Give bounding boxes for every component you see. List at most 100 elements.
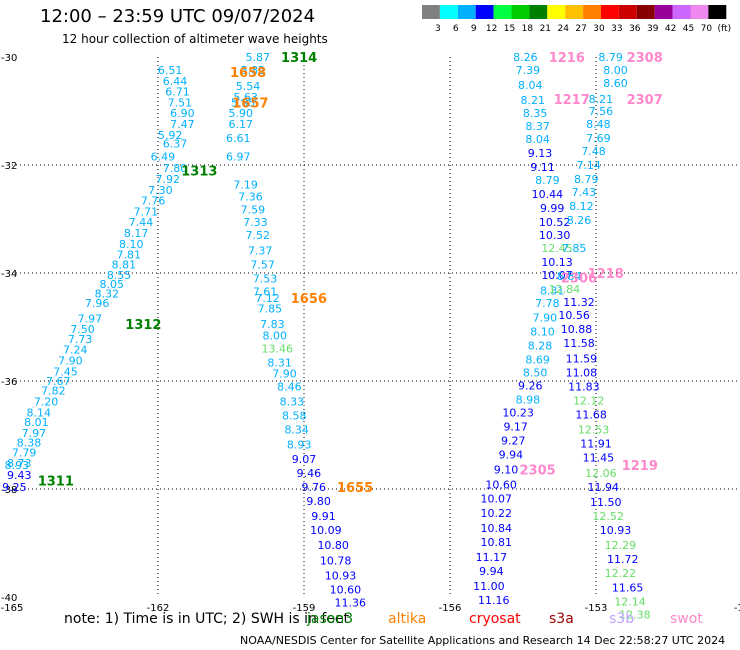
swh-value-label: 8.93 (5, 459, 30, 472)
legend-tick-label: 42 (665, 24, 676, 34)
swh-value-label: 8.79 (598, 51, 623, 64)
footer-credit: NOAA/NESDIS Center for Satellite Applica… (240, 634, 726, 647)
pass-time-label: 1216 (549, 51, 585, 66)
legend-swatch (493, 5, 512, 19)
swh-value-label: 12.12 (573, 394, 605, 407)
swh-value-label: 10.78 (320, 554, 352, 567)
sat-cryosat: cryosat (469, 611, 521, 627)
swh-value-label: 7.80 (163, 162, 188, 175)
swh-value-label: 7.90 (272, 367, 297, 380)
swh-value-label: 10.09 (310, 524, 342, 537)
swh-value-label: 11.32 (563, 296, 595, 309)
swh-value-label: 12.84 (549, 283, 581, 296)
swh-value-label: 8.26 (513, 51, 538, 64)
legend-tick-label: 6 (453, 24, 459, 34)
swh-value-label: 7.90 (58, 354, 83, 367)
swh-value-label: 7.97 (78, 312, 103, 325)
swh-value-label: 12.29 (605, 539, 637, 552)
swh-value-label: 7.81 (117, 249, 142, 262)
swh-value-label: 5.82 (241, 64, 266, 77)
swh-value-label: 9.46 (297, 467, 322, 480)
x-tick-label: -159 (293, 603, 316, 614)
swh-value-label: 9.91 (311, 510, 336, 523)
legend-tick-label: 24 (557, 24, 569, 34)
x-tick-label: -165 (1, 603, 24, 614)
swh-value-label: 9.27 (501, 434, 526, 447)
swh-value-label: 7.52 (246, 229, 271, 242)
legend-tick-label: 39 (647, 24, 659, 34)
swh-value-label: 11.94 (588, 481, 620, 494)
y-tick-label: -36 (1, 377, 17, 388)
swh-value-label: 8.98 (516, 393, 541, 406)
swh-value-label: 7.50 (70, 323, 95, 336)
swh-value-label: 8.31 (540, 284, 565, 297)
legend-swatch (618, 5, 637, 19)
legend-swatch (708, 5, 727, 19)
legend-swatch (601, 5, 619, 19)
swh-value-label: 6.37 (163, 137, 188, 150)
swh-value-label: 8.79 (535, 174, 560, 187)
swh-value-label: 7.82 (41, 385, 66, 398)
swh-value-label: 7.20 (34, 396, 59, 409)
swh-value-label: 12.38 (619, 608, 651, 621)
swh-value-label: 5.90 (228, 107, 253, 120)
swh-value-label: 5.54 (236, 80, 261, 93)
swh-value-label: 10.22 (480, 507, 512, 520)
swh-value-label: 7.76 (141, 195, 166, 208)
swh-value-label: 13.46 (261, 343, 293, 356)
y-tick-label: -32 (1, 161, 17, 172)
note-text: note: 1) Time is in UTC; 2) SWH is in fe… (64, 611, 350, 627)
swh-value-label: 8.17 (124, 227, 149, 240)
swh-value-label: 7.92 (155, 173, 180, 186)
swh-value-label: 8.73 (7, 457, 32, 470)
swh-value-label: 7.39 (516, 64, 541, 77)
swh-value-label: 7.61 (253, 285, 278, 298)
swh-value-label: 7.33 (243, 216, 268, 229)
swh-value-label: 8.60 (603, 77, 628, 90)
legend-tick-label: 70 (701, 24, 713, 34)
swh-value-label: 9.11 (530, 161, 555, 174)
swh-value-label: 9.80 (306, 495, 331, 508)
swh-value-label: 10.93 (325, 569, 357, 582)
legend-swatch (672, 5, 691, 19)
swh-value-label: 10.52 (539, 216, 571, 229)
swh-value-label: 11.65 (612, 581, 644, 594)
swh-value-label: 8.10 (530, 325, 555, 338)
swh-value-label: 12.45 (541, 242, 573, 255)
swh-value-label: 10.81 (480, 536, 512, 549)
swh-value-label: 10.60 (485, 479, 517, 492)
swh-value-label: 10.30 (539, 229, 571, 242)
legend-tick-label: 9 (471, 24, 477, 34)
legend-tick-label: 45 (683, 24, 694, 34)
swh-value-label: 8.04 (525, 133, 550, 146)
x-tick-label: -162 (147, 603, 170, 614)
sat-s3a: s3a (549, 611, 574, 627)
swh-value-label: 8.48 (586, 118, 611, 131)
swh-value-label: 8.01 (24, 416, 49, 429)
swh-value-label: 11.45 (583, 452, 615, 465)
swh-value-label: 10.07 (541, 269, 573, 282)
swh-value-label: 7.90 (533, 311, 558, 324)
legend-tick-label: 12 (486, 24, 497, 34)
swh-value-label: 10.60 (330, 583, 362, 596)
legend-tick-label: 21 (540, 24, 551, 34)
note-row: note: 1) Time is in UTC; 2) SWH is in fe… (64, 611, 734, 631)
swh-value-label: 7.37 (248, 244, 273, 257)
swh-value-label: 7.85 (562, 242, 587, 255)
swh-value-label: 8.34 (284, 424, 309, 437)
legend-tick-label: 15 (504, 24, 515, 34)
swh-value-label: 7.47 (170, 118, 195, 131)
pass-time-label: 1218 (588, 267, 624, 282)
swh-value-label: 11.83 (568, 380, 600, 393)
swh-value-label: 6.17 (228, 118, 253, 131)
swh-value-label: 11.00 (473, 580, 505, 593)
swh-value-label: 7.48 (581, 145, 606, 158)
swh-value-label: 7.79 (12, 446, 37, 459)
swh-value-label: 8.33 (280, 396, 305, 409)
pass-time-label: 1313 (181, 164, 217, 179)
swh-value-label: 9.10 (494, 464, 519, 477)
swh-value-label: 5.95 (231, 96, 256, 109)
pass-time-label: 2306 (561, 271, 597, 286)
swh-value-label: 11.91 (580, 438, 612, 451)
swh-value-label: 8.12 (569, 200, 594, 213)
